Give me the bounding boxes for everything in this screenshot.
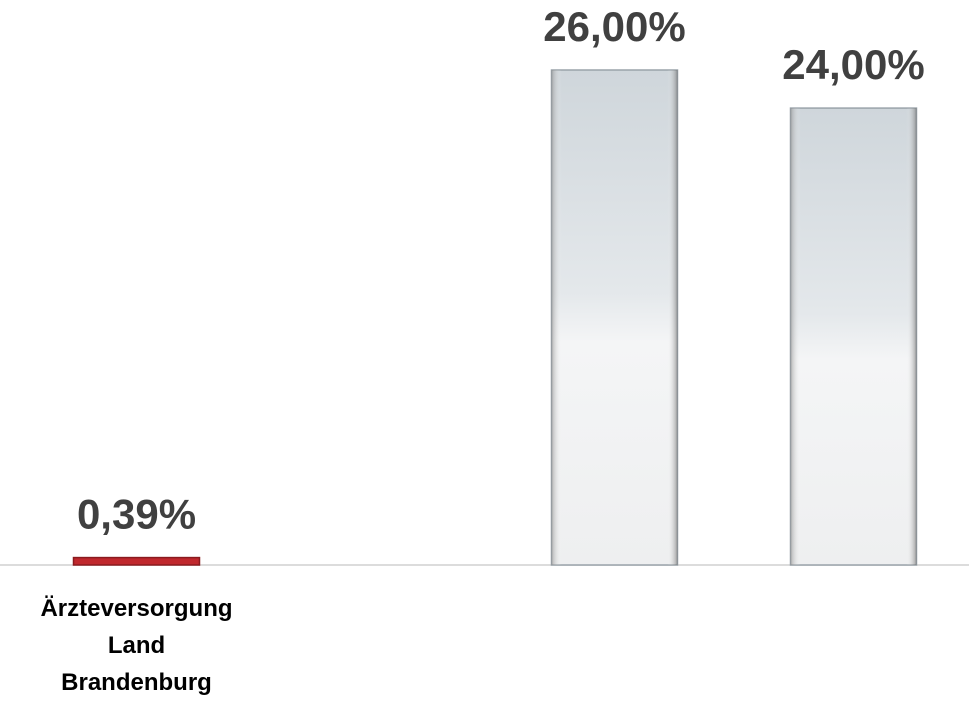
bar <box>74 558 200 565</box>
bar <box>791 108 917 565</box>
page: 0,39%26,00%24,00% (() => { const data = … <box>0 0 969 701</box>
x-tick-label: Ärzteversorgung Land Brandenburg <box>40 590 232 701</box>
bar <box>552 70 678 565</box>
value-label: 26,00% <box>543 3 685 50</box>
value-label: 0,39% <box>77 491 196 538</box>
value-label: 24,00% <box>782 41 924 88</box>
